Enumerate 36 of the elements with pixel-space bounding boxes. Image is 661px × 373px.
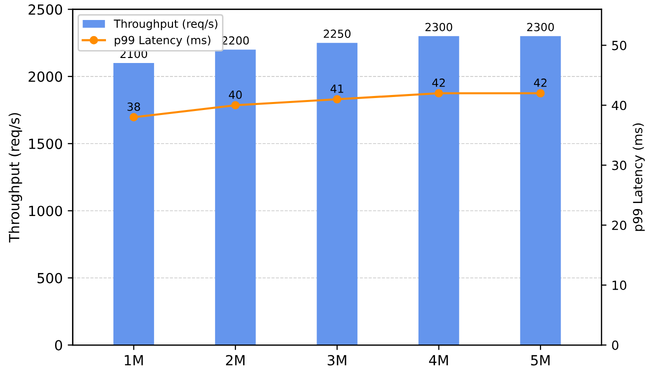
y2-tick-label: 40 — [612, 100, 626, 110]
point — [434, 89, 443, 98]
x-tick-label: 2M — [226, 354, 244, 366]
y-tick-label: 1000 — [29, 206, 62, 216]
y2-tick-label: 20 — [612, 220, 626, 230]
data-label: 2300 — [527, 22, 554, 32]
x-tick-label: 1M — [124, 355, 143, 366]
y-tick-label: 2500 — [28, 4, 62, 15]
y2-tick-label: 10 — [612, 280, 626, 290]
data-label: 2100 — [120, 50, 148, 58]
y-tick-label: 2000 — [28, 71, 62, 82]
data-label: 40 — [228, 90, 242, 99]
y2-axis-title: p99 Latency (ms) — [632, 123, 645, 231]
data-label: 38 — [128, 102, 140, 111]
point — [332, 95, 342, 104]
data-label: 42 — [432, 78, 445, 87]
x-tick-label: 5M — [531, 355, 550, 366]
data-label: 2300 — [425, 22, 452, 32]
legend-label: Throughput (req/s) — [114, 19, 218, 30]
x-tick-label: 3M — [328, 354, 346, 366]
point — [130, 113, 138, 122]
point — [231, 101, 240, 110]
y-axis-title: Throughput (req/s) — [8, 113, 22, 243]
y2-tick-label: 0 — [612, 340, 618, 350]
data-label: 41 — [330, 84, 344, 93]
y-tick-label: 500 — [38, 272, 62, 284]
point — [536, 89, 545, 98]
data-label: 2200 — [222, 36, 249, 45]
data-label: 2250 — [324, 30, 351, 38]
x-tick-label: 4M — [429, 355, 448, 366]
data-label: 42 — [534, 78, 546, 87]
legend-label: p99 Latency (ms) — [114, 36, 210, 46]
y-tick-label: 1500 — [29, 138, 62, 150]
y-tick-label: 0 — [55, 340, 62, 350]
y2-tick-label: 30 — [612, 160, 626, 170]
y2-tick-label: 50 — [612, 40, 626, 50]
